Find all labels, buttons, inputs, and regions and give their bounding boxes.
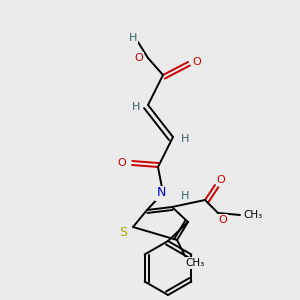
Text: O: O	[135, 53, 143, 63]
Text: S: S	[119, 226, 127, 238]
Text: H: H	[132, 102, 140, 112]
Text: O: O	[193, 57, 201, 67]
Text: H: H	[181, 134, 189, 144]
Text: N: N	[156, 187, 166, 200]
Text: CH₃: CH₃	[243, 210, 262, 220]
Text: CH₃: CH₃	[185, 258, 205, 268]
Text: H: H	[129, 33, 137, 43]
Text: O: O	[219, 215, 227, 225]
Text: O: O	[217, 175, 225, 185]
Text: O: O	[118, 158, 126, 168]
Text: H: H	[181, 191, 189, 201]
